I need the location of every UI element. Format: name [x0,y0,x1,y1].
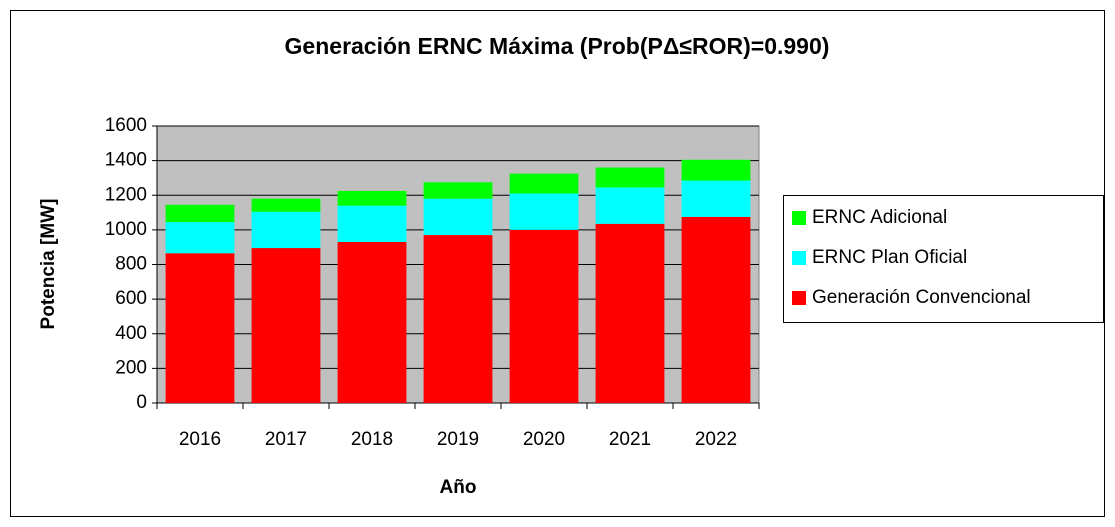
x-axis-label: Año [440,477,477,498]
y-tick-label: 200 [115,357,147,378]
x-tick-label: 2020 [523,429,565,450]
x-tick-label: 2018 [351,429,393,450]
bar-segment [423,182,493,199]
chart-title: Generación ERNC Máxima (Prob(PΔ≤ROR)=0.9… [285,33,830,59]
y-tick-label: 1400 [105,150,147,171]
legend-swatch [792,291,806,305]
bar-segment [595,167,665,188]
bar-segment [251,211,321,249]
legend [783,195,1104,323]
y-tick-label: 1200 [105,184,147,205]
bar-segment [509,193,579,230]
y-axis-label: Potencia [MW] [38,199,59,330]
legend-label: ERNC Plan Oficial [812,247,967,268]
bar-segment [337,205,407,242]
x-tick-label: 2021 [609,429,651,450]
legend-label: ERNC Adicional [812,207,947,228]
bar-segment [595,223,665,403]
bar-segment [251,198,321,212]
bar-segment [595,187,665,224]
y-tick-label: 800 [115,254,147,275]
y-tick-label: 600 [115,288,147,309]
bar-segment [165,222,235,254]
bar-segment [423,198,493,236]
x-tick-label: 2022 [695,429,737,450]
y-tick-label: 0 [136,392,147,413]
bar-segment [165,204,235,223]
bar-segment [681,216,751,403]
bar-segment [251,248,321,403]
bar-segment [337,241,407,403]
bar-segment [165,253,235,403]
bar-segment [509,173,579,194]
bar-segment [337,190,407,206]
bar-segment [681,159,751,181]
legend-swatch [792,251,806,265]
bar-segment [423,235,493,403]
y-tick-label: 1600 [105,115,147,136]
legend-label: Generación Convencional [812,287,1031,308]
bar-segment [681,180,751,217]
y-tick-label: 1000 [105,219,147,240]
x-tick-label: 2019 [437,429,479,450]
x-tick-label: 2016 [179,429,221,450]
legend-swatch [792,211,806,225]
y-tick-label: 400 [115,323,147,344]
x-tick-label: 2017 [265,429,307,450]
bar-segment [509,229,579,403]
